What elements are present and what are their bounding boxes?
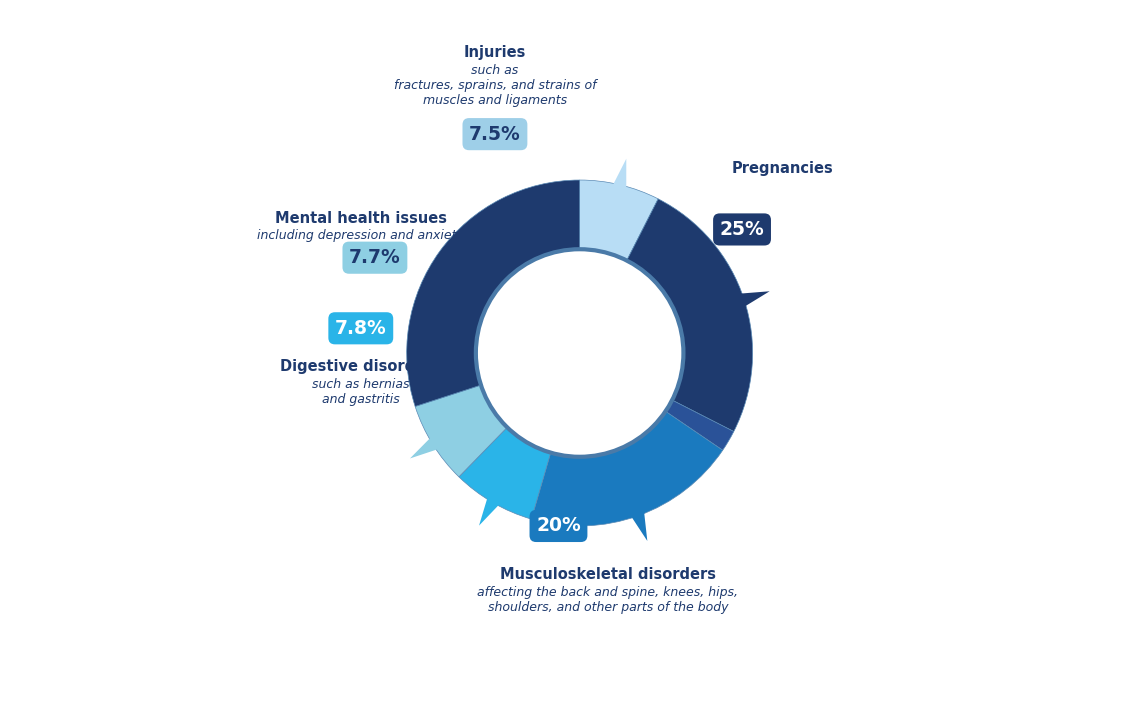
Text: such as hernias
and gastritis: such as hernias and gastritis [312, 378, 409, 406]
Text: Injuries: Injuries [464, 45, 526, 60]
Wedge shape [580, 180, 659, 261]
Text: 20%: 20% [536, 517, 581, 535]
Polygon shape [410, 435, 442, 458]
Text: including depression and anxiety: including depression and anxiety [257, 229, 464, 242]
Text: such as
fractures, sprains, and strains of
muscles and ligaments: such as fractures, sprains, and strains … [393, 64, 596, 107]
Text: affecting the back and spine, knees, hips,
shoulders, and other parts of the bod: affecting the back and spine, knees, hip… [478, 586, 738, 614]
Text: 7.7%: 7.7% [350, 249, 401, 267]
Text: 7.5%: 7.5% [469, 125, 520, 143]
Wedge shape [415, 385, 507, 477]
Wedge shape [532, 412, 723, 526]
Polygon shape [611, 159, 626, 192]
Wedge shape [627, 199, 753, 431]
Polygon shape [736, 292, 770, 309]
Text: Digestive disorders: Digestive disorders [280, 359, 442, 374]
Text: Musculoskeletal disorders: Musculoskeletal disorders [500, 568, 716, 582]
Text: Mental health issues: Mental health issues [274, 211, 446, 226]
Wedge shape [459, 427, 551, 519]
Text: Pregnancies: Pregnancies [732, 162, 833, 176]
Polygon shape [479, 493, 502, 525]
Wedge shape [407, 180, 580, 407]
Circle shape [478, 251, 681, 455]
Text: 7.8%: 7.8% [335, 319, 387, 337]
Text: 25%: 25% [719, 220, 764, 239]
Polygon shape [629, 508, 647, 541]
Wedge shape [665, 400, 734, 450]
